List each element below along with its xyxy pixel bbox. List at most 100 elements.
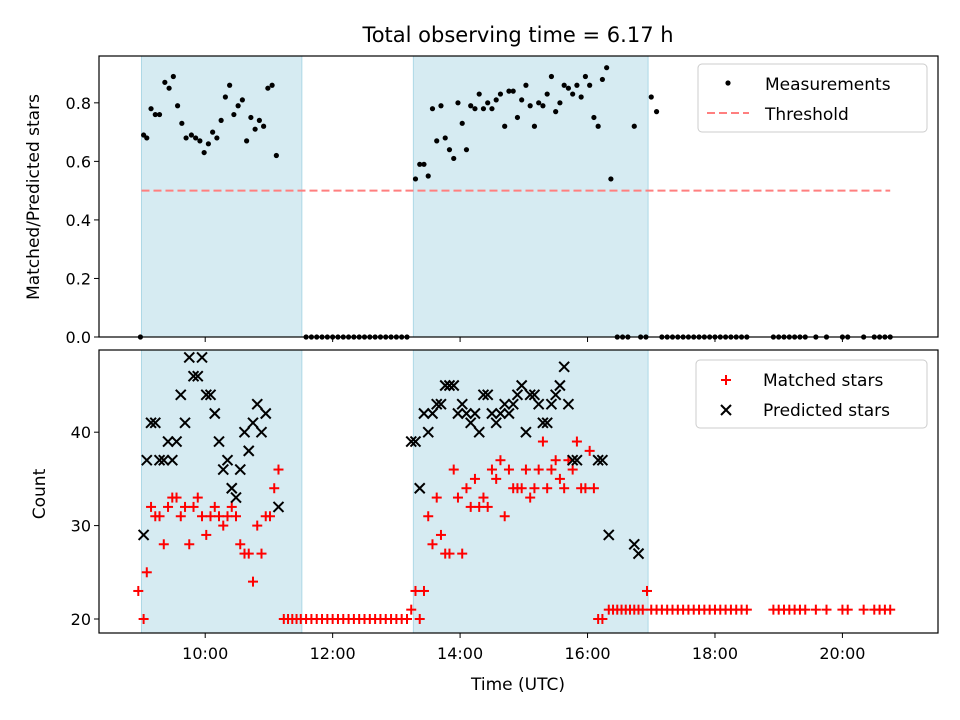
predicted-point-27 — [251, 398, 263, 410]
matched-point-91 — [542, 483, 553, 494]
measurement-point-107 — [653, 109, 660, 115]
predicted-point-46-b — [469, 407, 481, 420]
top-yticks: 0.0 0.2 0.4 0.6 0.8 — [66, 94, 99, 347]
measurement-point-7 — [166, 85, 172, 91]
matched-point-23 — [231, 511, 242, 522]
top-shaded-region-0 — [140, 55, 303, 338]
measurement-point-22 — [231, 111, 237, 118]
predicted-point-29 — [260, 407, 272, 420]
matched-point-114 — [642, 585, 653, 596]
predicted-point-69 — [566, 454, 579, 466]
bottom-legend-box — [695, 359, 928, 429]
measurement-point-3 — [148, 106, 154, 112]
predicted-point-36 — [426, 407, 439, 420]
predicted-point-22-b — [230, 491, 242, 504]
bottom-shaded-regions — [140, 349, 649, 634]
measurement-point-13 — [193, 135, 199, 141]
predicted-point-20-b — [221, 454, 234, 466]
matched-point-63 — [423, 511, 434, 522]
predicted-point-16-b — [204, 389, 217, 401]
predicted-point-17-b — [209, 407, 221, 420]
measurement-point-96 — [595, 123, 601, 129]
measurement-point-29 — [261, 123, 267, 129]
matched-point-17 — [205, 511, 216, 522]
predicted-point-72 — [596, 454, 609, 466]
matched-point-75 — [474, 501, 485, 512]
measurement-point-31 — [269, 82, 275, 88]
top-legend: Measurements Threshold — [697, 63, 928, 133]
predicted-point-21 — [226, 482, 238, 494]
matched-point-78 — [486, 464, 497, 475]
top-ytick-label-4: 0.8 — [66, 94, 91, 113]
predicted-point-44-b — [460, 407, 473, 420]
matched-point-60 — [410, 585, 421, 596]
predicted-point-58-b — [520, 426, 532, 438]
matched-point-10 — [175, 511, 186, 522]
measurement-point-58 — [434, 138, 440, 144]
matched-point-76 — [478, 492, 489, 503]
predicted-point-42-b — [452, 407, 464, 420]
predicted-point-13-b — [192, 370, 204, 382]
predicted-point-57-b — [515, 379, 528, 392]
bottom-legend: Matched stars Predicted stars — [695, 359, 928, 429]
measurement-point-19 — [218, 117, 224, 123]
measurement-point-93 — [582, 73, 589, 80]
predicted-point-56 — [511, 389, 524, 401]
matched-point-32 — [269, 483, 280, 494]
top-panel: 0.00.20.40.60.8 Matched/Predicted stars … — [24, 55, 939, 347]
predicted-point-49-b — [481, 389, 494, 401]
matched-point-87 — [525, 492, 536, 503]
measurement-point-72 — [493, 97, 499, 103]
predicted-point-68 — [562, 398, 575, 410]
predicted-point-52-b — [494, 407, 507, 420]
top-ytick-label-1: 0.2 — [66, 269, 91, 288]
predicted-point-12 — [187, 370, 200, 382]
matched-point-100 — [580, 483, 591, 494]
predicted-point-29-b — [260, 407, 272, 420]
predicted-point-53-b — [498, 398, 511, 410]
measurement-point-103 — [631, 123, 637, 129]
top-ytick-label-3: 0.6 — [66, 152, 91, 171]
predicted-point-37-b — [431, 398, 443, 410]
predicted-point-4-b — [153, 454, 166, 466]
predicted-point-9 — [175, 389, 187, 401]
bottom-points — [133, 351, 896, 624]
measurement-point-82 — [536, 100, 542, 106]
matched-point-3 — [146, 501, 157, 512]
matched-point-22 — [226, 501, 237, 512]
predicted-point-28-b — [255, 426, 268, 438]
matched-point-95 — [559, 483, 570, 494]
measurement-point-14 — [197, 138, 203, 144]
matched-point-21 — [222, 511, 233, 522]
predicted-point-25-b — [243, 445, 255, 457]
predicted-point-32 — [409, 435, 422, 448]
matched-point-24 — [235, 539, 246, 550]
predicted-point-23 — [234, 463, 246, 476]
predicted-point-46 — [469, 407, 481, 420]
bottom-xticks: 10:00 12:00 14:00 16:00 18:00 20:00 — [182, 633, 865, 663]
predicted-point-16 — [204, 389, 217, 401]
measurement-point-87 — [557, 100, 563, 106]
matched-point-113 — [637, 604, 648, 615]
measurement-point-53 — [412, 176, 419, 182]
matched-point-7 — [163, 501, 174, 512]
predicted-point-75-b — [632, 547, 645, 560]
legend-predicted-marker-b — [720, 404, 732, 416]
predicted-point-51 — [490, 417, 502, 429]
matched-point-72 — [461, 483, 472, 494]
matched-point-2 — [141, 567, 152, 578]
matched-point-62 — [418, 585, 429, 596]
bottom-xtick-label-1: 12:00 — [310, 644, 356, 663]
predicted-point-2 — [145, 417, 157, 429]
measurement-point-11 — [183, 135, 189, 141]
measurement-point-76 — [510, 88, 516, 94]
predicted-point-43-b — [456, 398, 468, 410]
predicted-point-70 — [571, 454, 583, 466]
measurement-point-88 — [561, 82, 567, 88]
predicted-point-4 — [153, 454, 166, 466]
predicted-point-43 — [456, 398, 468, 410]
predicted-point-35 — [422, 426, 434, 438]
predicted-point-64 — [545, 398, 558, 410]
measurement-point-12 — [188, 132, 194, 138]
predicted-point-39 — [439, 379, 451, 392]
